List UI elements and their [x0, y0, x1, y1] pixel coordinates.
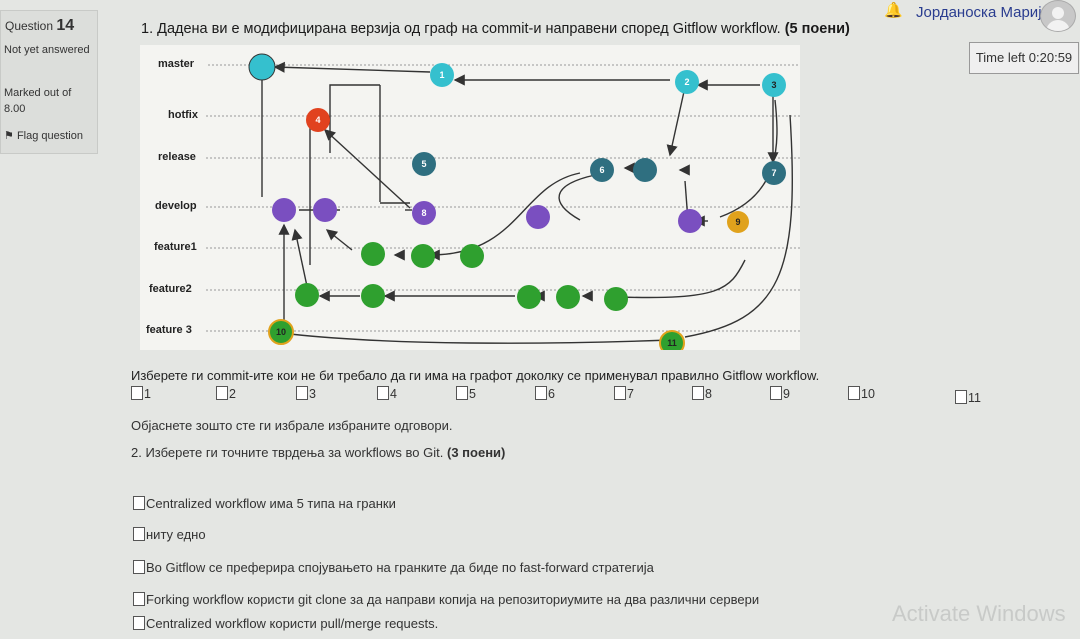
commit-nodes: 1 2 3 4 5 6 7 8 9 [248, 53, 786, 350]
user-name[interactable]: Јорданоска Марија [916, 4, 1050, 21]
checkbox[interactable] [133, 527, 145, 541]
branch-label-feature3: feature 3 [146, 324, 192, 336]
svg-text:7: 7 [771, 168, 776, 178]
checkbox[interactable] [456, 386, 468, 400]
option-5[interactable]: 5 [456, 386, 476, 401]
branch-label-master: master [158, 58, 195, 70]
option-1[interactable]: 1 [131, 386, 151, 401]
option-9[interactable]: 9 [770, 386, 790, 401]
branch-label-feature2: feature2 [149, 283, 192, 295]
svg-text:10: 10 [276, 327, 286, 337]
svg-text:8: 8 [421, 208, 426, 218]
bell-icon[interactable]: 🔔 [884, 2, 903, 19]
statement-1[interactable]: Centralized workflow има 5 типа на гранк… [133, 496, 396, 511]
checkbox[interactable] [692, 386, 704, 400]
svg-text:6: 6 [599, 165, 604, 175]
top-bar: 🔔 Јорданоска Марија [0, 0, 1080, 32]
checkbox[interactable] [770, 386, 782, 400]
gitflow-graph: master hotfix release develop feature1 f… [140, 45, 800, 350]
question-info-panel: Question 14 Not yet answered Marked out … [0, 10, 98, 154]
svg-text:2: 2 [684, 77, 689, 87]
question-marks: Marked out of 8.00 [4, 87, 72, 115]
branch-lanes [206, 64, 800, 332]
checkbox[interactable] [131, 386, 143, 400]
checkbox[interactable] [614, 386, 626, 400]
branch-label-develop: develop [155, 200, 197, 212]
statement-3[interactable]: Во Gitflow се преферира спојувањето на г… [133, 560, 654, 575]
svg-text:4: 4 [315, 115, 320, 125]
checkbox[interactable] [377, 386, 389, 400]
question-number: Question 14 [5, 17, 75, 34]
commit-graph-svg: 1 2 3 4 5 6 7 8 9 [206, 53, 800, 350]
question-status: Not yet answered [4, 44, 90, 56]
option-4[interactable]: 4 [377, 386, 397, 401]
option-7[interactable]: 7 [614, 386, 634, 401]
branch-label-hotfix: hotfix [168, 109, 198, 121]
option-3[interactable]: 3 [296, 386, 316, 401]
option-2[interactable]: 2 [216, 386, 236, 401]
svg-text:5: 5 [421, 159, 426, 169]
option-11[interactable]: 11 [955, 390, 981, 405]
checkbox[interactable] [296, 386, 308, 400]
option-10[interactable]: 10 [848, 386, 875, 401]
checkbox[interactable] [133, 592, 145, 606]
svg-text:1: 1 [439, 70, 444, 80]
checkbox[interactable] [133, 560, 145, 574]
statement-5[interactable]: Centralized workflow користи pull/merge … [133, 616, 438, 631]
svg-text:9: 9 [735, 217, 740, 227]
question-1-subquestion: Изберете ги commit-ите кои не би требало… [131, 368, 820, 383]
option-8[interactable]: 8 [692, 386, 712, 401]
option-6[interactable]: 6 [535, 386, 555, 401]
checkbox[interactable] [535, 386, 547, 400]
user-avatar-icon[interactable] [1040, 0, 1076, 32]
question-1-explain: Објаснете зошто сте ги избрале избраните… [131, 418, 453, 433]
checkbox[interactable] [955, 390, 967, 404]
checkbox[interactable] [848, 386, 860, 400]
branch-label-release: release [158, 151, 196, 163]
branch-label-feature1: feature1 [154, 241, 197, 253]
statement-2[interactable]: ниту едно [133, 527, 206, 542]
question-1-title: 1. Дадена ви е модифицирана верзија од г… [141, 21, 850, 37]
checkbox[interactable] [133, 616, 145, 630]
question-2-title: 2. Изберете ги точните тврдења за workfl… [131, 445, 506, 460]
time-left-box: Time left 0:20:59 [969, 42, 1079, 74]
svg-text:11: 11 [667, 338, 677, 348]
checkbox[interactable] [133, 496, 145, 510]
checkbox[interactable] [216, 386, 228, 400]
flag-question-link[interactable]: ⚑ Flag question [4, 130, 83, 142]
svg-text:3: 3 [771, 80, 776, 90]
activate-windows-watermark: Activate Windows [892, 601, 1066, 626]
statement-4[interactable]: Forking workflow користи git clone за да… [133, 592, 759, 607]
flag-icon: ⚑ [4, 130, 14, 142]
